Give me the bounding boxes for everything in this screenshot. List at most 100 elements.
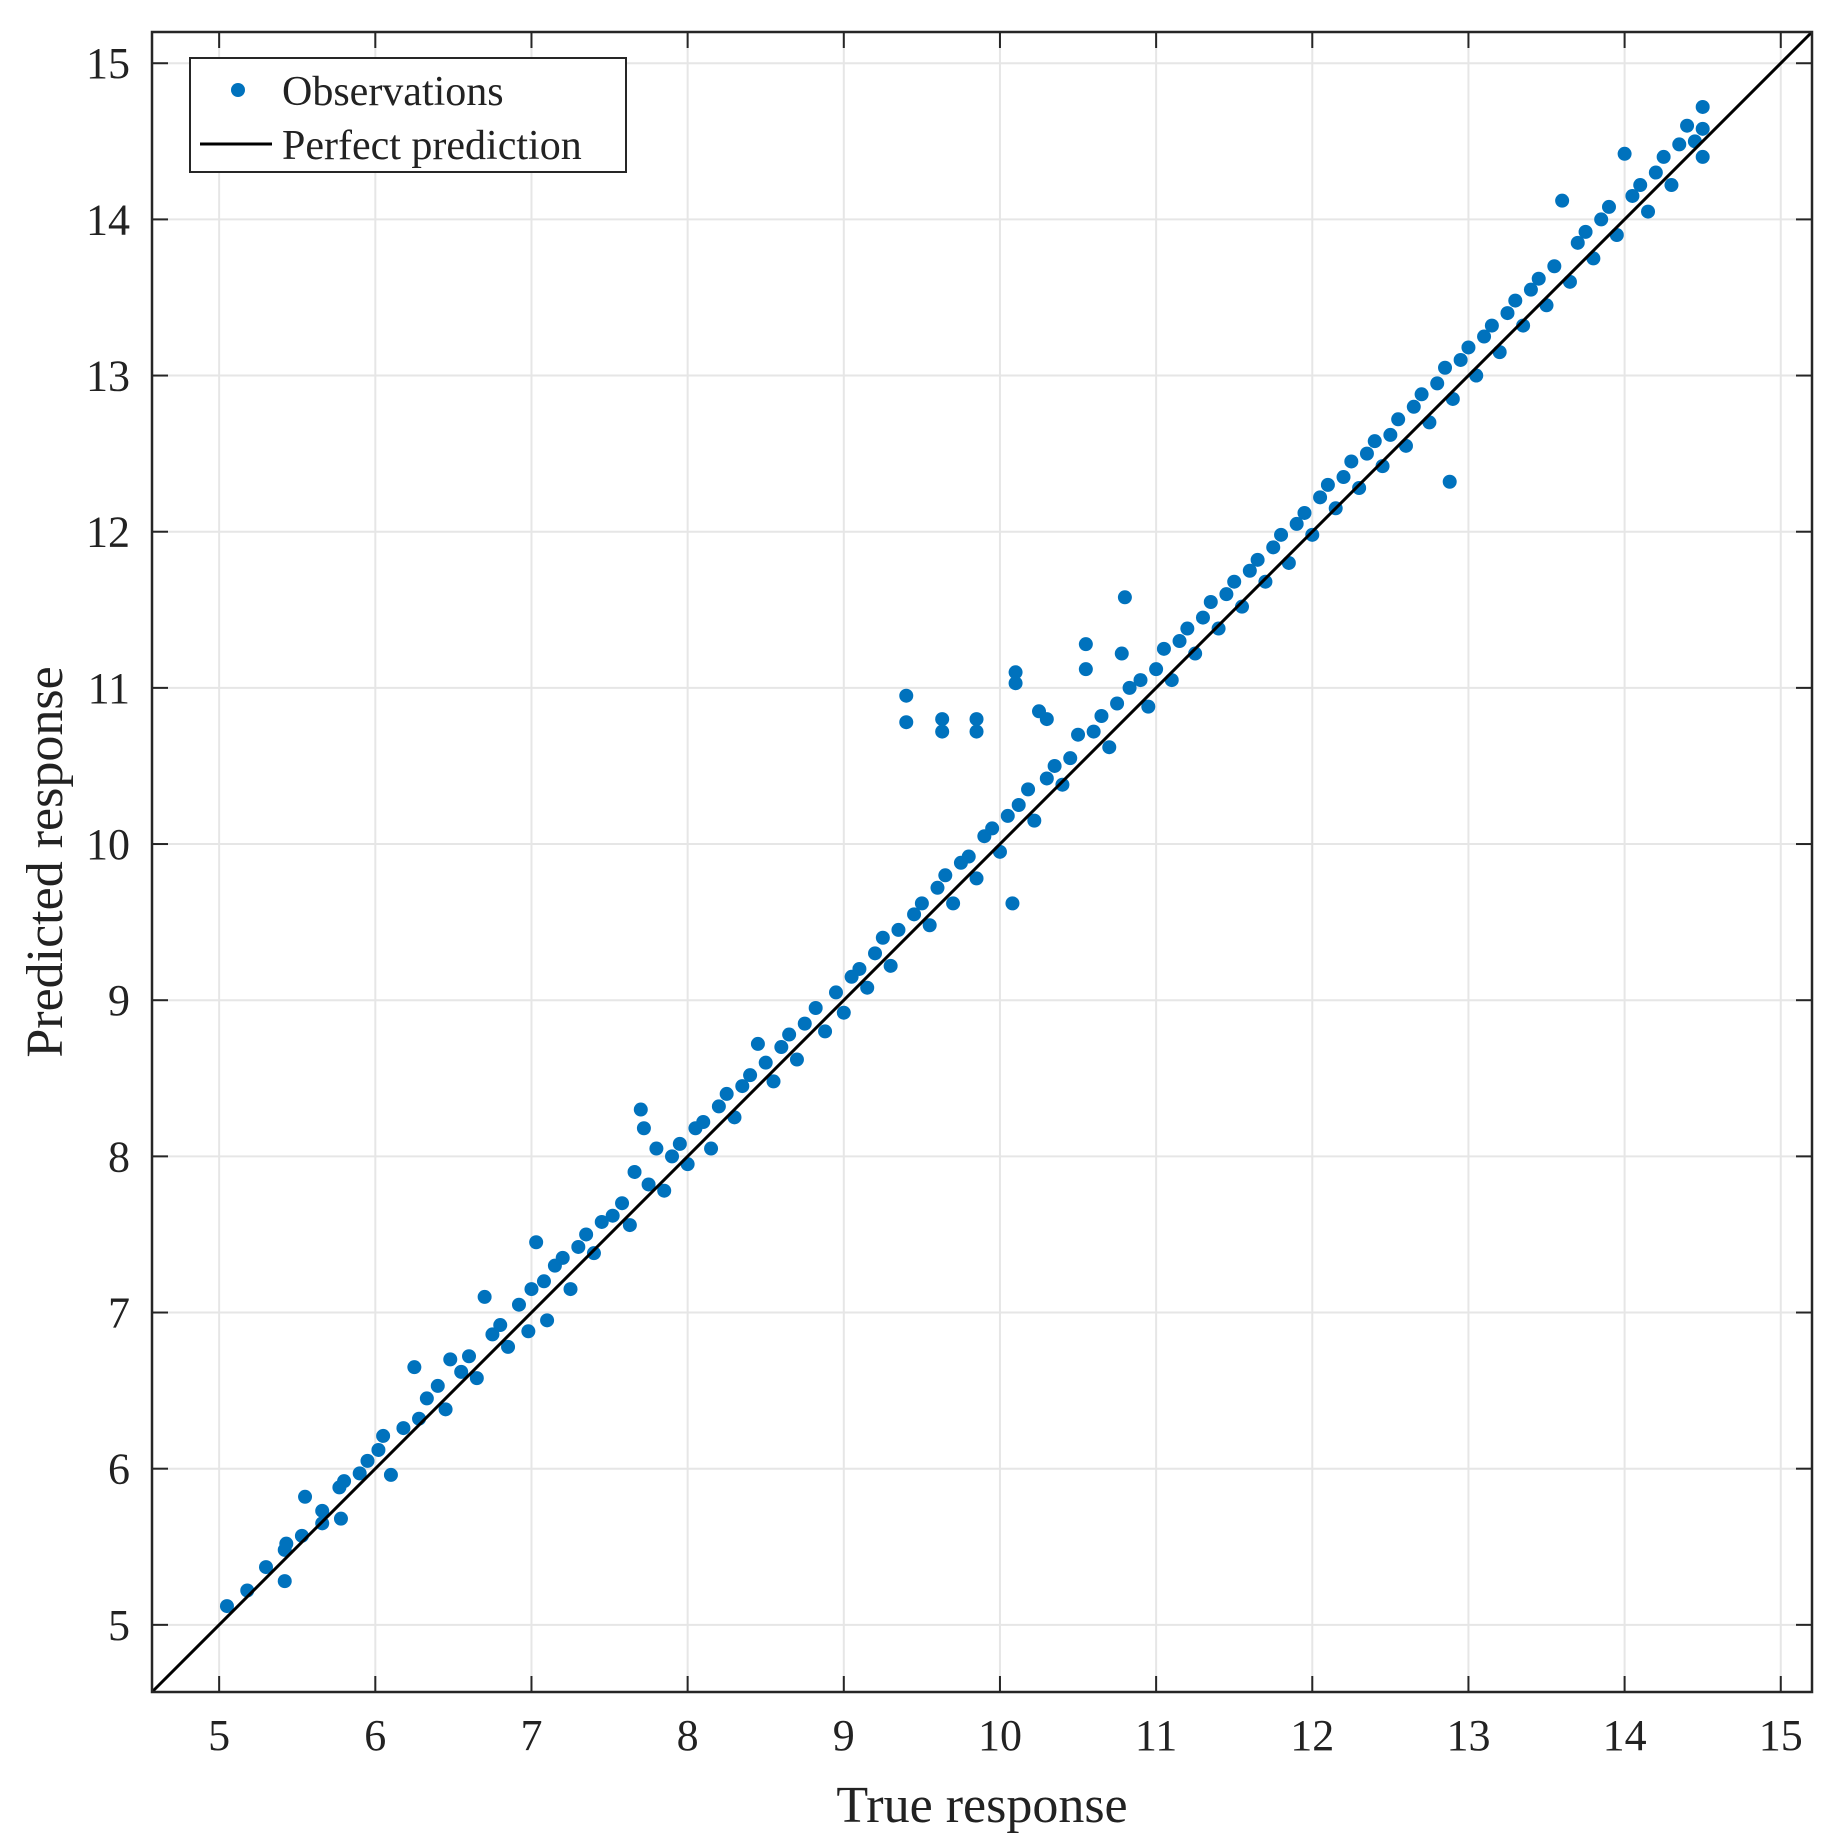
observation-point [657, 1183, 672, 1198]
observation-point [1664, 178, 1679, 193]
observation-point [1156, 641, 1171, 656]
observation-point [774, 1040, 789, 1055]
observation-point [808, 1001, 823, 1016]
observation-point [469, 1371, 484, 1386]
x-tick-label: 12 [1290, 1711, 1334, 1760]
observation-point [1039, 771, 1054, 786]
observation-point [407, 1360, 422, 1375]
observation-point [1594, 212, 1609, 227]
observation-point [1531, 271, 1546, 286]
plot-frame [150, 30, 1814, 1694]
observation-point [1227, 574, 1242, 589]
observation-point [1578, 224, 1593, 239]
observation-point [1352, 480, 1367, 495]
observation-point [649, 1141, 664, 1156]
observation-point [501, 1339, 516, 1354]
observation-point [333, 1511, 348, 1526]
legend-observations-marker [231, 83, 245, 97]
legend-observations-label: Observations [282, 69, 504, 115]
observation-point [627, 1164, 642, 1179]
y-tick-label: 7 [108, 1289, 130, 1338]
observation-point [521, 1324, 536, 1339]
observation-point [1359, 446, 1374, 461]
observation-point [1047, 758, 1062, 773]
observation-point [337, 1474, 352, 1489]
observation-point [1274, 527, 1289, 542]
observation-point [454, 1364, 469, 1379]
legend: Observations Perfect prediction [189, 57, 627, 173]
observation-point [1203, 594, 1218, 609]
observation-point [711, 1099, 726, 1114]
observation-point [899, 715, 914, 730]
observation-point [1695, 121, 1710, 136]
observation-point [818, 1024, 833, 1039]
observation-point [1110, 696, 1125, 711]
observation-point [1442, 474, 1457, 489]
x-tick-label: 11 [1135, 1711, 1177, 1760]
observation-point [875, 930, 890, 945]
observation-point [1344, 454, 1359, 469]
observation-point [1180, 621, 1195, 636]
observation-point [462, 1349, 477, 1364]
observation-point [443, 1352, 458, 1367]
observation-point [315, 1503, 330, 1518]
observation-point [1601, 199, 1616, 214]
observation-point [1406, 399, 1421, 414]
y-tick-label: 5 [108, 1601, 130, 1650]
observation-point [719, 1086, 734, 1101]
observation-point [766, 1074, 781, 1089]
y-tick-label: 15 [86, 39, 130, 88]
observation-point [1453, 352, 1468, 367]
observation-point [524, 1282, 539, 1297]
x-tick-labels: 5 6 7 8 9 10 11 12 13 14 15 [208, 1711, 1803, 1760]
observation-point [1383, 427, 1398, 442]
observation-point [396, 1421, 411, 1436]
observation-point [641, 1177, 656, 1192]
observation-point [1297, 505, 1312, 520]
observation-point [735, 1079, 750, 1094]
observation-point [938, 868, 953, 883]
y-tick-label: 8 [108, 1132, 130, 1181]
observation-point [605, 1208, 620, 1223]
observation-point [1008, 665, 1023, 680]
observation-point [477, 1289, 492, 1304]
x-tick-label: 5 [208, 1711, 230, 1760]
observation-point [419, 1391, 434, 1406]
observation-point [1367, 434, 1382, 449]
observation-point [1438, 360, 1453, 375]
observation-point [1219, 587, 1234, 602]
observation-point [1055, 777, 1070, 792]
observation-point [493, 1318, 508, 1333]
x-tick-label: 14 [1603, 1711, 1647, 1760]
observation-point [1672, 137, 1687, 152]
observation-point [922, 918, 937, 933]
observation-point [935, 724, 950, 739]
observation-point [789, 1052, 804, 1067]
observation-point [633, 1102, 648, 1117]
observation-point [277, 1574, 292, 1589]
observation-point [1102, 740, 1117, 755]
observation-point [969, 724, 984, 739]
observation-point [930, 880, 945, 895]
observation-point [1430, 376, 1445, 391]
observation-point [828, 985, 843, 1000]
observation-point [1656, 149, 1671, 164]
observation-point [1211, 621, 1226, 636]
y-tick-label: 12 [86, 508, 130, 557]
observation-point [571, 1239, 586, 1254]
observation-point [536, 1274, 551, 1289]
observation-point [579, 1227, 594, 1242]
observation-point [750, 1036, 765, 1051]
observation-point [1078, 662, 1093, 677]
observation-point [1188, 646, 1203, 661]
observation-point [1320, 477, 1335, 492]
observation-point [1235, 599, 1250, 614]
observation-point [1305, 527, 1320, 542]
observation-point [985, 821, 1000, 836]
observation-point [665, 1149, 680, 1164]
x-tick-label: 13 [1446, 1711, 1490, 1760]
observation-point [258, 1560, 273, 1575]
observation-point [969, 712, 984, 727]
observation-point [782, 1027, 797, 1042]
observation-point [899, 688, 914, 703]
